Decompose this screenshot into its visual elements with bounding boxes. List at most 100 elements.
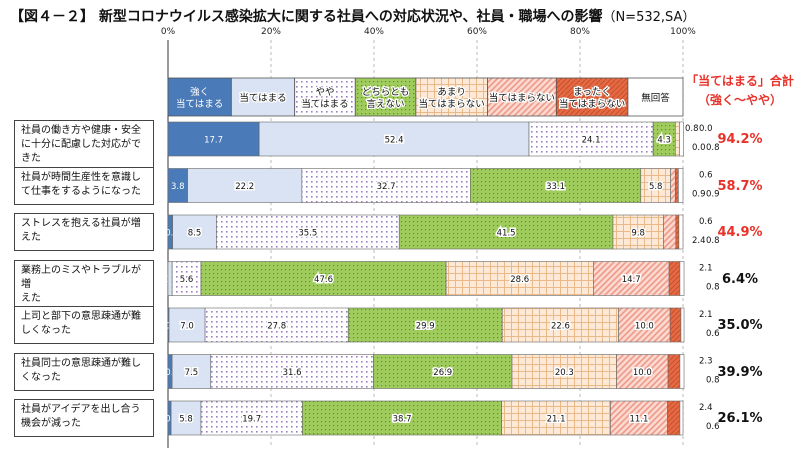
bar-noanswer — [679, 121, 684, 157]
data-label-noanswer: 0.9 — [706, 190, 720, 200]
data-label-slight: 19.7 — [242, 415, 261, 425]
data-label-slight: 31.6 — [283, 368, 302, 378]
category-label: 社員の働き方や健康・安全 に十分に配慮した対応がで きた — [14, 120, 154, 170]
bar-notatall — [674, 168, 679, 203]
data-label-notatall: 0.6 — [699, 217, 713, 227]
data-label-slight: 24.1 — [582, 136, 601, 146]
x-tick-label: 40% — [364, 27, 384, 37]
bar-slight — [210, 354, 374, 389]
data-label-notatall: 0.6 — [699, 171, 713, 181]
category-label-line: 社員の働き方や健康・安全 — [21, 125, 141, 136]
category-label-line: きた — [21, 153, 41, 164]
legend-label-neutral: 言えない — [367, 98, 405, 110]
legend-label-notmuch: 当てはまらない — [419, 98, 485, 110]
bar-apply — [171, 354, 212, 389]
total-header-line2: （強く～やや） — [697, 93, 782, 107]
data-label-notatall: 2.1 — [699, 264, 713, 274]
data-label-slight: 27.8 — [267, 322, 286, 332]
category-label: ストレスを抱える社員が増 えた — [14, 213, 154, 251]
bar-notmuch — [511, 354, 617, 389]
row-total: 39.9% — [717, 364, 763, 380]
data-label-noanswer: 0.6 — [706, 329, 720, 339]
data-label-neutral: 41.5 — [497, 229, 516, 239]
data-label-neutral: 4.3 — [657, 136, 671, 146]
x-axis-ticks: 0% 20% 40% 60% 80% 100% — [161, 27, 696, 37]
data-label-notapply: 11.1 — [629, 415, 648, 425]
data-label-neutral: 29.9 — [416, 322, 435, 332]
row-total: 44.9% — [717, 225, 763, 240]
category-label-line: 業務上のミスやトラブルが増 — [21, 264, 141, 290]
legend-label-neutral: どちらとも — [362, 87, 410, 98]
category-label: 業務上のミスやトラブルが増えた — [14, 259, 154, 310]
x-tick-label: 100% — [670, 27, 696, 37]
data-label-notatall: 2.3 — [699, 357, 713, 367]
bar-neutral — [398, 214, 614, 250]
bar-notapply — [618, 307, 671, 343]
bar-noanswer — [680, 307, 685, 343]
data-label-notapply: 14.7 — [622, 275, 641, 285]
bar-notapply — [663, 214, 677, 250]
bar-apply — [167, 261, 173, 296]
data-label-apply: 7.0 — [180, 322, 194, 332]
data-label-notapply: 10.0 — [635, 322, 654, 332]
bar-notmuch — [640, 168, 671, 203]
data-label-noanswer: 0.8 — [706, 376, 720, 386]
bar-strong — [167, 121, 260, 157]
legend-label-notatall: まったく — [573, 87, 611, 98]
category-label-line: えた — [21, 232, 41, 243]
row-total: 58.7% — [717, 178, 763, 194]
data-label-apply: 5.8 — [179, 415, 193, 425]
data-label-notmuch: 5.8 — [649, 182, 663, 192]
bar-apply — [258, 121, 530, 157]
bar-apply — [170, 400, 202, 436]
bar-notatall — [669, 307, 682, 343]
category-label-line: に十分に配慮した対応がで — [21, 139, 141, 150]
x-tick-label: 80% — [570, 27, 590, 37]
legend-label-apply: 当てはまる — [239, 92, 286, 104]
row-total: 94.2% — [717, 132, 763, 147]
category-label-line: て仕事をするようになった — [21, 185, 141, 197]
legend-label-notatall: 当てはまらない — [559, 98, 625, 110]
legend-label-notmuch: あまり — [437, 87, 466, 98]
x-tick-label: 0% — [161, 27, 176, 37]
category-label-line: えた — [21, 292, 41, 304]
data-label-notmuch: 9.8 — [631, 229, 645, 239]
category-label-line: 社員同士の意思疎通が難し — [21, 357, 141, 369]
bars: 17.7 52.4 24.1 4.30.80.00.00.83.8 22.2 32.7 33… — [165, 121, 721, 436]
bar-slight — [200, 400, 303, 436]
legend-swatch-apply — [230, 77, 296, 117]
data-label-apply: 52.4 — [385, 136, 404, 146]
bar-notatall — [675, 214, 680, 250]
total-header-line1: 「当てはまる」合計 — [686, 74, 794, 88]
legend: 強く当てはまる当てはまるやや当てはまるどちらとも言えないあまり当てはまらない当て… — [167, 77, 684, 117]
data-label-notmuch: 20.3 — [555, 368, 574, 378]
category-label-line: ストレスを抱える社員が増 — [21, 218, 141, 229]
bar-noanswer — [678, 214, 684, 250]
data-label-noanswer: 0.6 — [706, 422, 720, 432]
bar-apply — [168, 307, 206, 343]
data-label-noanswer: 0.8 — [706, 143, 720, 153]
legend-swatch-noanswer — [627, 77, 684, 117]
bar-slight — [528, 121, 654, 157]
chart-title: 【図４－２】 新型コロナウイルス感染拡大に関する社員への対応状況や、社員・職場へ… — [10, 6, 695, 26]
bar-neutral — [347, 307, 503, 343]
bar-notmuch — [674, 121, 680, 157]
data-label-apply: 7.5 — [185, 368, 199, 378]
data-label-notatall: 2.4 — [699, 403, 713, 413]
data-label-neutral: 38.7 — [393, 415, 412, 425]
bar-noanswer — [679, 354, 685, 389]
legend-swatch-notatall — [555, 77, 629, 117]
bar-notmuch — [501, 307, 619, 343]
category-label-line: しくなった — [21, 325, 71, 336]
data-label-notmuch: 28.6 — [510, 275, 529, 285]
bar-slight — [204, 307, 349, 343]
legend-swatch-notapply — [487, 77, 557, 117]
bar-noanswer — [679, 261, 685, 296]
category-label-line: 社員が時間生産性を意識し — [21, 171, 141, 183]
legend-label-slight: 当てはまる — [301, 98, 348, 110]
x-tick-label: 20% — [261, 27, 281, 37]
data-label-slight: 35.5 — [298, 229, 317, 239]
row-total: 35.0% — [717, 318, 763, 333]
legend-label-strong: 当てはまる — [176, 98, 223, 110]
bar-neutral — [373, 354, 513, 389]
